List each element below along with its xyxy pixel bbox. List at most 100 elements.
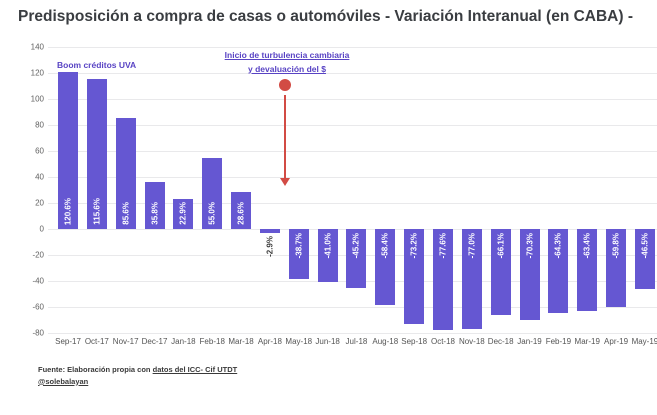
gridline-y-20: [48, 203, 657, 204]
bar: -59.8%: [606, 229, 627, 307]
bar: -77.6%: [432, 229, 453, 330]
chart-title: Predisposición a compra de casas o autom…: [18, 8, 634, 25]
bar-value-label: -41.0%: [323, 233, 333, 259]
gridline-y-140: [48, 47, 657, 48]
bar: -38.7%: [288, 229, 309, 280]
bar: -58.4%: [375, 229, 396, 305]
x-axis-label: Apr-19: [604, 337, 629, 346]
bar-value-label: -63.4%: [582, 233, 592, 259]
annotation-turbulence-line1: Inicio de turbulencia cambiaria: [224, 50, 350, 60]
bar: -45.2%: [346, 229, 367, 288]
x-axis-label: May-19: [631, 337, 657, 346]
bar-value-label: -77.0%: [467, 233, 477, 259]
y-axis-label: 0: [39, 224, 44, 234]
y-axis-label: -60: [32, 302, 44, 312]
bar: -64.3%: [548, 229, 569, 313]
bar-value-label: 35.8%: [150, 202, 160, 225]
bar-value-label: -64.3%: [553, 233, 563, 259]
x-axis-label: Mar-18: [228, 337, 254, 346]
source-link[interactable]: datos del ICC- Cif UTDT: [152, 365, 238, 374]
bar-value-label: -73.2%: [409, 233, 419, 259]
annotation-arrow-head: [280, 178, 290, 186]
x-axis-label: Jun-18: [315, 337, 340, 346]
x-axis-label: Nov-18: [458, 337, 485, 346]
x-axis-label: Jul-18: [345, 337, 368, 346]
x-axis-label: Dec-17: [141, 337, 168, 346]
x-axis-label: Dec-18: [487, 337, 514, 346]
bar: 120.6%: [58, 72, 78, 229]
bar: 35.8%: [144, 182, 165, 229]
y-axis-label: 40: [35, 172, 44, 182]
y-axis-label: 60: [35, 146, 44, 156]
bar: -73.2%: [404, 229, 425, 325]
y-axis-label: 100: [30, 94, 44, 104]
x-axis-label: Nov-17: [112, 337, 139, 346]
x-axis-label: Oct-17: [84, 337, 109, 346]
y-axis-label: -80: [32, 328, 44, 338]
source-footer: Fuente: Elaboración propia con datos del…: [38, 364, 237, 387]
bar: -46.5%: [634, 229, 655, 290]
bar-value-label: -77.6%: [438, 233, 448, 259]
bar-value-label: -59.8%: [611, 233, 621, 259]
bar: 115.6%: [86, 78, 107, 229]
bar: 22.9%: [173, 199, 194, 229]
bar-value-label: 55.0%: [207, 202, 217, 225]
bar: -77.0%: [461, 229, 482, 330]
gridline-y-80: [48, 125, 657, 126]
gridline-y-60: [48, 151, 657, 152]
bar: 55.0%: [202, 157, 223, 229]
bar: [259, 229, 280, 233]
bar-value-label: -45.2%: [351, 233, 361, 259]
bar-value-label: 115.6%: [92, 198, 102, 225]
bar: 28.6%: [231, 191, 252, 229]
gridline-y--80: [48, 333, 657, 334]
x-axis-label: Aug-18: [372, 337, 399, 346]
bar-value-label: 120.6%: [63, 197, 73, 225]
gridline-y--60: [48, 307, 657, 308]
author-handle-link[interactable]: @solebalayan: [38, 376, 89, 386]
annotation-boom-uva: Boom créditos UVA: [57, 60, 137, 70]
x-axis-label: May-18: [285, 337, 313, 346]
x-axis-label: Jan-18: [171, 337, 196, 346]
bar-value-label: 22.9%: [178, 202, 188, 225]
y-axis-label: 120: [30, 68, 44, 78]
y-axis-label: 140: [30, 42, 44, 52]
x-axis-label: Feb-18: [199, 337, 225, 346]
bar-value-label: -66.1%: [496, 233, 506, 259]
bar: -41.0%: [317, 229, 338, 283]
bar-value-label: -58.4%: [380, 233, 390, 259]
y-axis-label: -40: [32, 276, 44, 286]
x-axis: Sep-17 Oct-17 Nov-17 Dec-17 Jan-18 Feb-18 Mar-…: [48, 337, 657, 351]
x-axis-label: Jan-19: [517, 337, 542, 346]
annotation-arrow-shaft: [284, 95, 286, 178]
bar: -66.1%: [490, 229, 511, 315]
x-axis-label: Oct-18: [430, 337, 455, 346]
gridline-y-120: [48, 73, 657, 74]
bar-value-label: -2.9%: [265, 235, 275, 257]
y-axis-label: 80: [35, 120, 44, 130]
x-axis-label: Sep-17: [55, 337, 81, 346]
plot-area: 140 120 100 80 60 40 20 0 -20 -40 -60 -80 120.6% 115.…: [31, 43, 657, 338]
bar-value-label: -38.7%: [294, 233, 304, 259]
bar: -63.4%: [577, 229, 598, 312]
annotation-arrow-dot: [279, 79, 291, 91]
bar-value-label: 28.6%: [236, 202, 246, 225]
x-axis-label: Sep-18: [401, 337, 428, 346]
bar-value-label: -70.3%: [525, 233, 535, 259]
gridline-y-100: [48, 99, 657, 100]
source-prefix: Fuente: Elaboración propia con: [38, 365, 153, 374]
bar-value-label: -46.5%: [640, 233, 650, 259]
y-axis-label: -20: [32, 250, 44, 260]
y-axis-label: 20: [35, 198, 44, 208]
annotation-turbulence-line2: y devaluación del $: [248, 63, 326, 74]
x-axis-label: Feb-19: [545, 337, 572, 346]
bar: 85.6%: [115, 117, 136, 229]
annotation-turbulence: Inicio de turbulencia cambiaria y devalu…: [225, 49, 350, 76]
gridline-y-40: [48, 177, 657, 178]
x-axis-label: Mar-19: [574, 337, 600, 346]
bar-value-label: 85.6%: [121, 202, 131, 225]
bar: -70.3%: [519, 229, 540, 321]
source-line: Fuente: Elaboración propia con datos del…: [38, 364, 237, 376]
x-axis-label: Apr-18: [257, 337, 282, 346]
